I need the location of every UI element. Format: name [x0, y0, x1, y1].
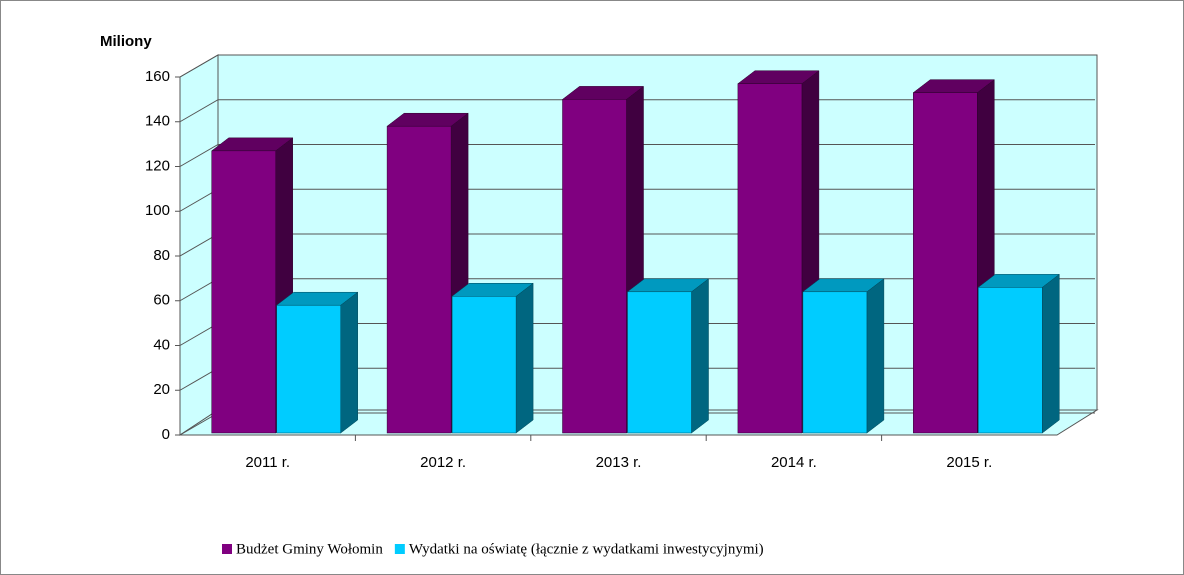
- y-axis-label: Miliony: [100, 33, 152, 50]
- bar: [913, 92, 978, 434]
- legend-swatch: [222, 544, 232, 554]
- legend-label: Wydatki na oświatę (łącznie z wydatkami …: [409, 541, 764, 557]
- x-tick-label: 2015 r.: [946, 454, 992, 471]
- bar-side: [691, 278, 709, 434]
- x-tick-label: 2012 r.: [420, 454, 466, 471]
- y-tick-label: 40: [153, 336, 170, 353]
- bar: [276, 304, 341, 434]
- y-tick-label: 80: [153, 247, 170, 264]
- y-tick-label: 0: [162, 426, 170, 443]
- x-tick-label: 2011 r.: [245, 454, 290, 471]
- bar: [627, 291, 692, 434]
- y-tick-label: 60: [153, 292, 170, 309]
- bar-side: [866, 278, 885, 434]
- x-tick-label: 2013 r.: [596, 454, 642, 471]
- bar: [562, 99, 627, 434]
- bar-side: [515, 282, 534, 434]
- bar-side: [1042, 273, 1060, 434]
- bar: [386, 125, 452, 434]
- bar: [211, 150, 276, 434]
- y-tick-label: 120: [145, 157, 170, 174]
- legend-swatch: [394, 544, 405, 554]
- y-tick-label: 20: [153, 381, 170, 398]
- y-tick-label: 140: [145, 113, 170, 130]
- y-tick-label: 160: [145, 68, 170, 85]
- bar: [978, 287, 1043, 434]
- bar: [451, 296, 517, 434]
- bar: [737, 83, 803, 434]
- grid-line: [179, 54, 1095, 78]
- bar-side: [340, 291, 358, 434]
- y-tick-label: 100: [145, 202, 170, 219]
- legend-label: Budżet Gminy Wołomin: [236, 541, 383, 557]
- bar: [802, 291, 868, 434]
- x-tick-label: 2014 r.: [771, 454, 817, 471]
